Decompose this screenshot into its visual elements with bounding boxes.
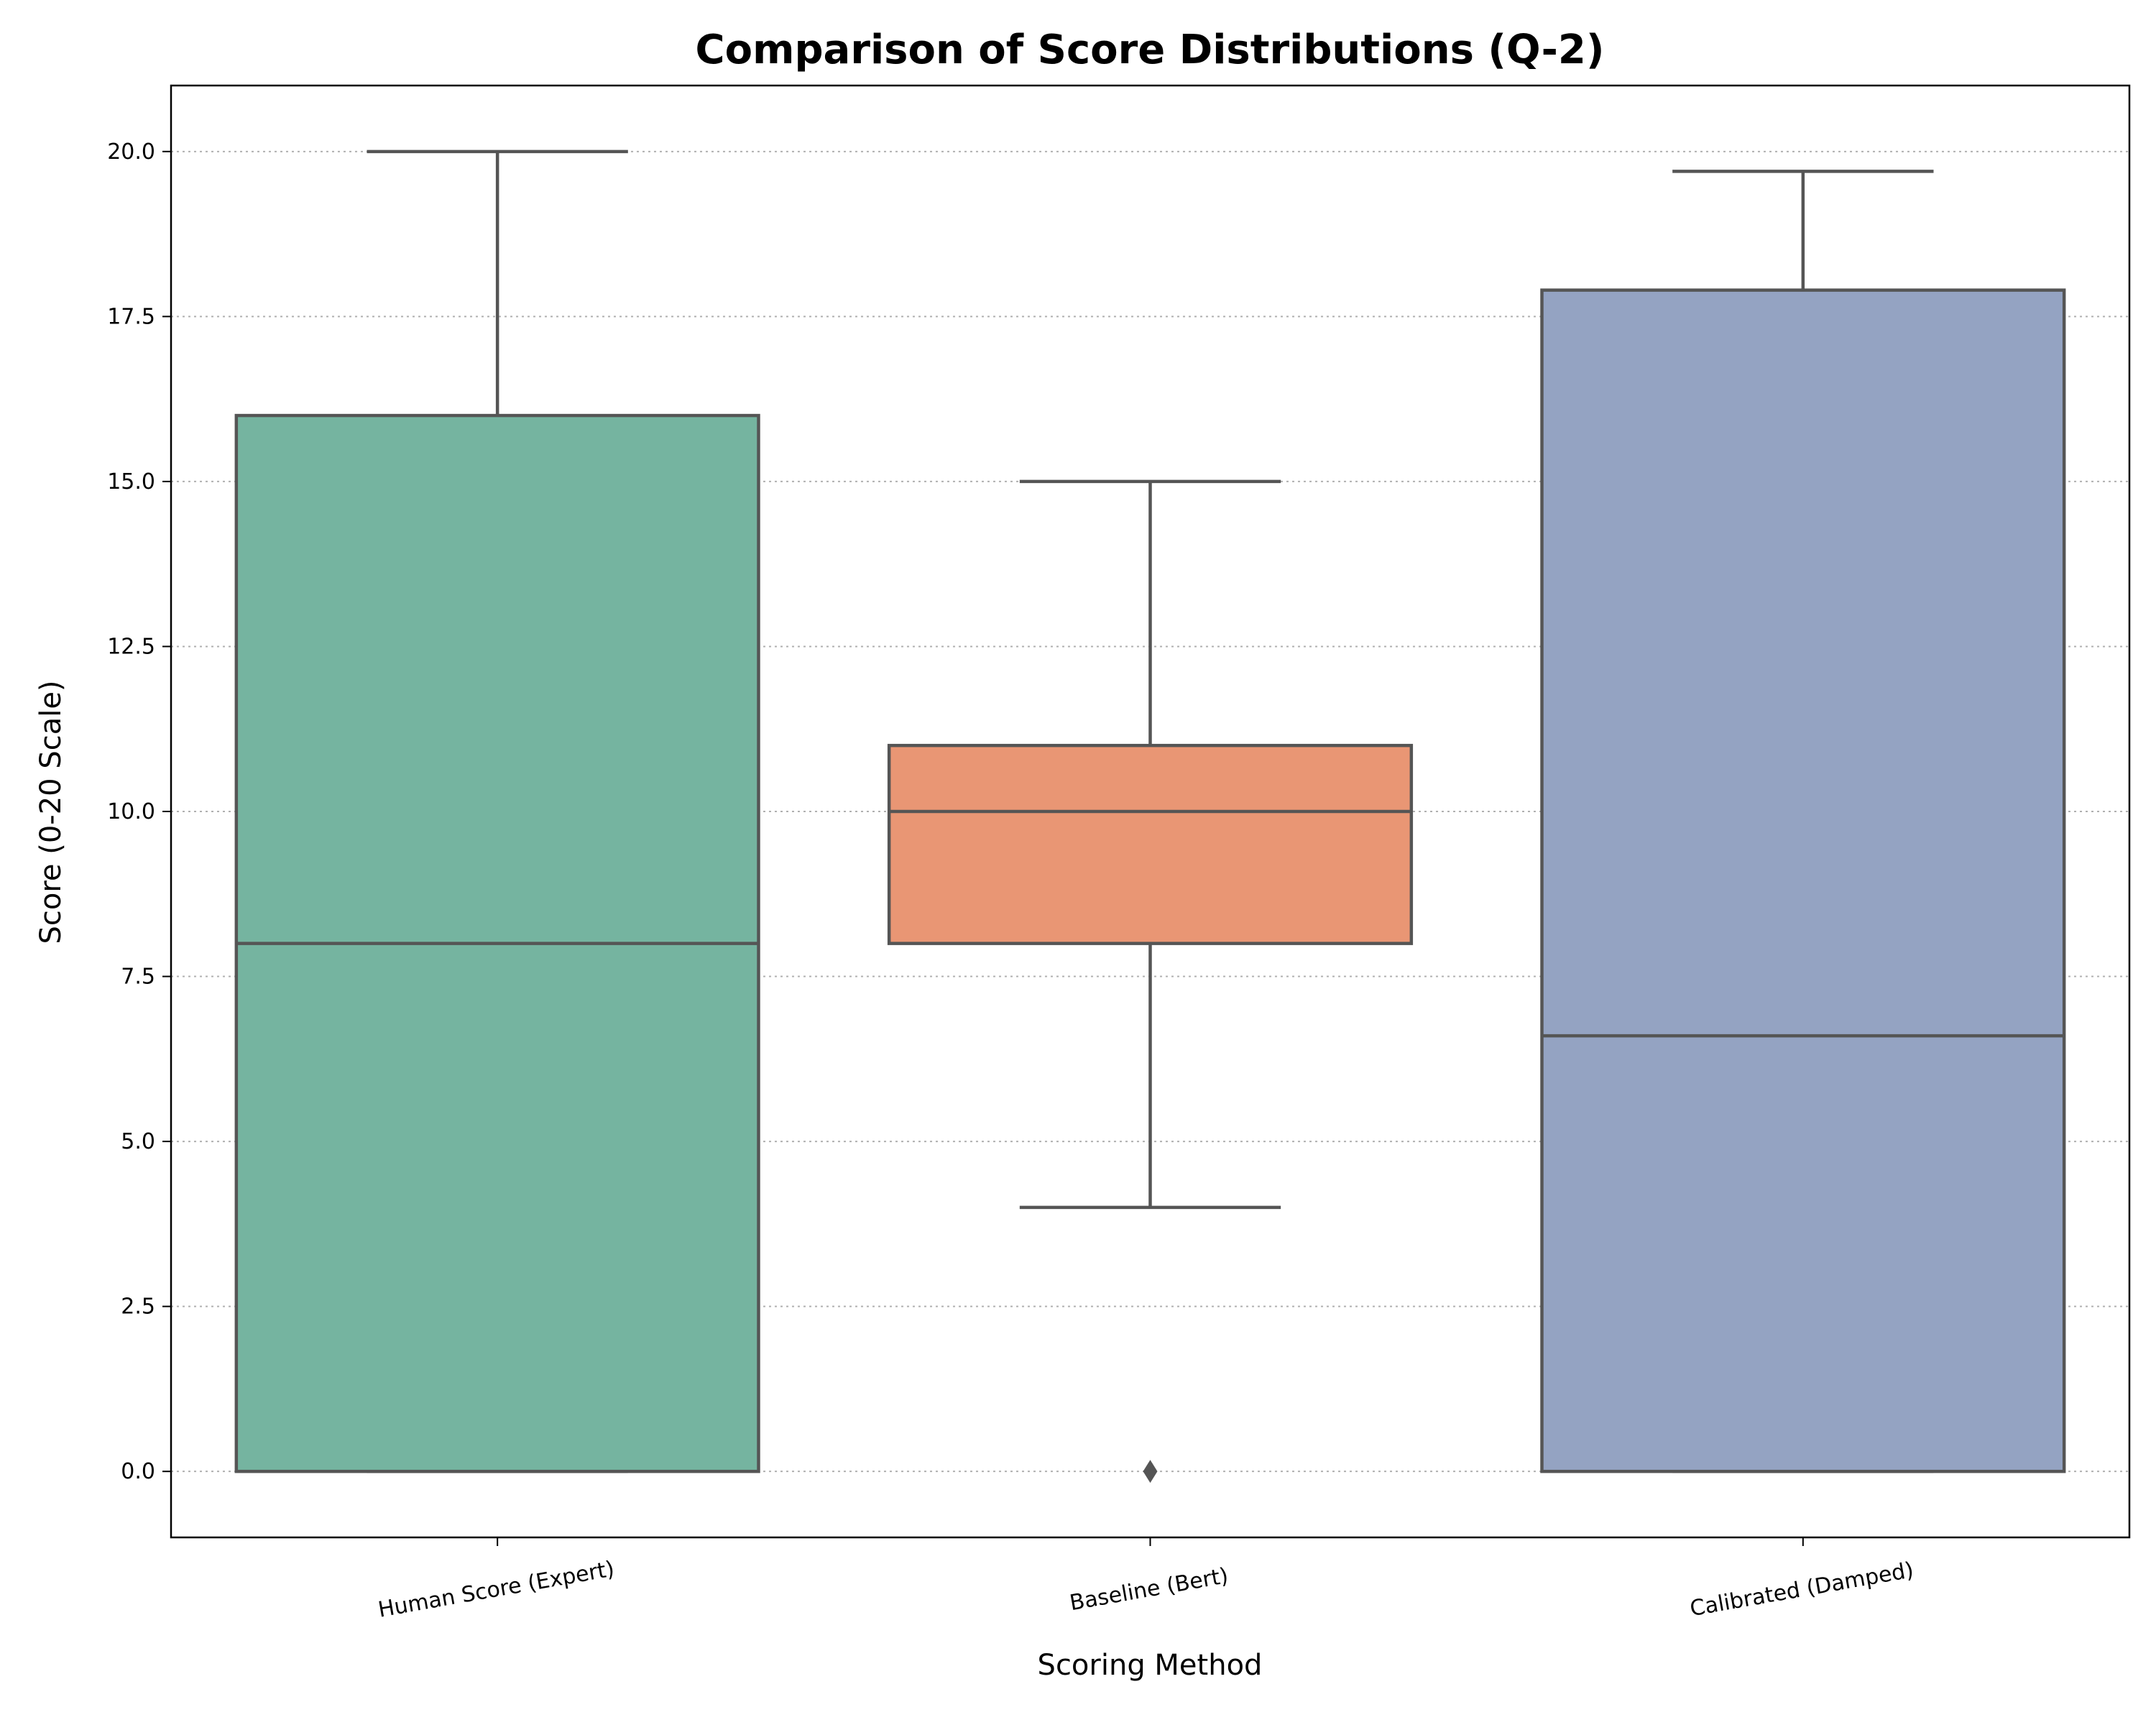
box-group (887, 479, 1414, 1484)
x-axis-title: Scoring Method (1038, 1649, 1263, 1682)
y-tick-label: 2.5 (121, 1294, 155, 1320)
y-tick-label: 0.0 (121, 1459, 155, 1484)
y-tick-label: 20.0 (107, 139, 155, 165)
box-iqr (887, 743, 1414, 945)
y-tick-label: 17.5 (107, 304, 155, 329)
boxes (234, 150, 2066, 1484)
outlier-marker (1143, 1460, 1158, 1484)
y-tick-label: 5.0 (121, 1129, 155, 1154)
box-iqr (1540, 288, 2066, 1473)
y-tick-label: 7.5 (121, 965, 155, 990)
y-tick-label: 15.0 (107, 469, 155, 494)
y-tick-label: 10.0 (107, 799, 155, 824)
box-group (234, 150, 760, 1473)
y-axis-ticks: 0.0 2.5 5.0 7.5 10.0 12.5 15.0 17.5 20.0 (107, 139, 171, 1484)
box-group (1540, 170, 2066, 1473)
chart-title: Comparison of Score Distributions (Q-2) (696, 27, 1605, 73)
y-axis-title: Score (0-20 Scale) (34, 680, 68, 944)
y-tick-label: 12.5 (107, 634, 155, 659)
